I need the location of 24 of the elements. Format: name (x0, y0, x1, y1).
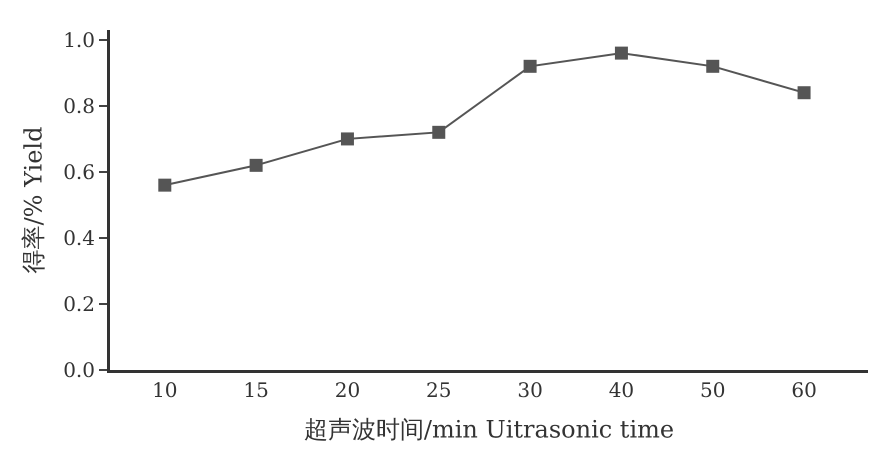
point (250, 158, 263, 172)
point (706, 60, 720, 73)
x-axis-title: 超声波时间/min Uitrasonic time (304, 415, 674, 444)
x-tick-label: 60 (791, 378, 817, 402)
y-tick-label: 0.0 (63, 358, 95, 382)
y-tick-label: 0.6 (63, 160, 95, 184)
x-tick-label: 15 (243, 378, 269, 402)
y-tick-label: 0.2 (63, 292, 95, 316)
point (614, 46, 628, 60)
point (524, 60, 537, 73)
y-tick-label: 0.4 (63, 226, 95, 250)
point (432, 126, 446, 139)
x-tick-label: 10 (152, 378, 178, 402)
point (158, 178, 172, 192)
x-tick-label: 25 (426, 378, 452, 402)
x-tick-label: 40 (608, 378, 634, 402)
x-tick-label: 20 (334, 378, 360, 402)
point (798, 86, 811, 100)
x-tick-label: 50 (700, 378, 726, 402)
y-tick-label: 0.8 (63, 94, 95, 118)
point (340, 132, 354, 146)
y-axis-title: 得率/% Yield (19, 126, 48, 274)
x-tick-label: 30 (517, 378, 543, 402)
y-tick-label: 1.0 (63, 28, 95, 52)
